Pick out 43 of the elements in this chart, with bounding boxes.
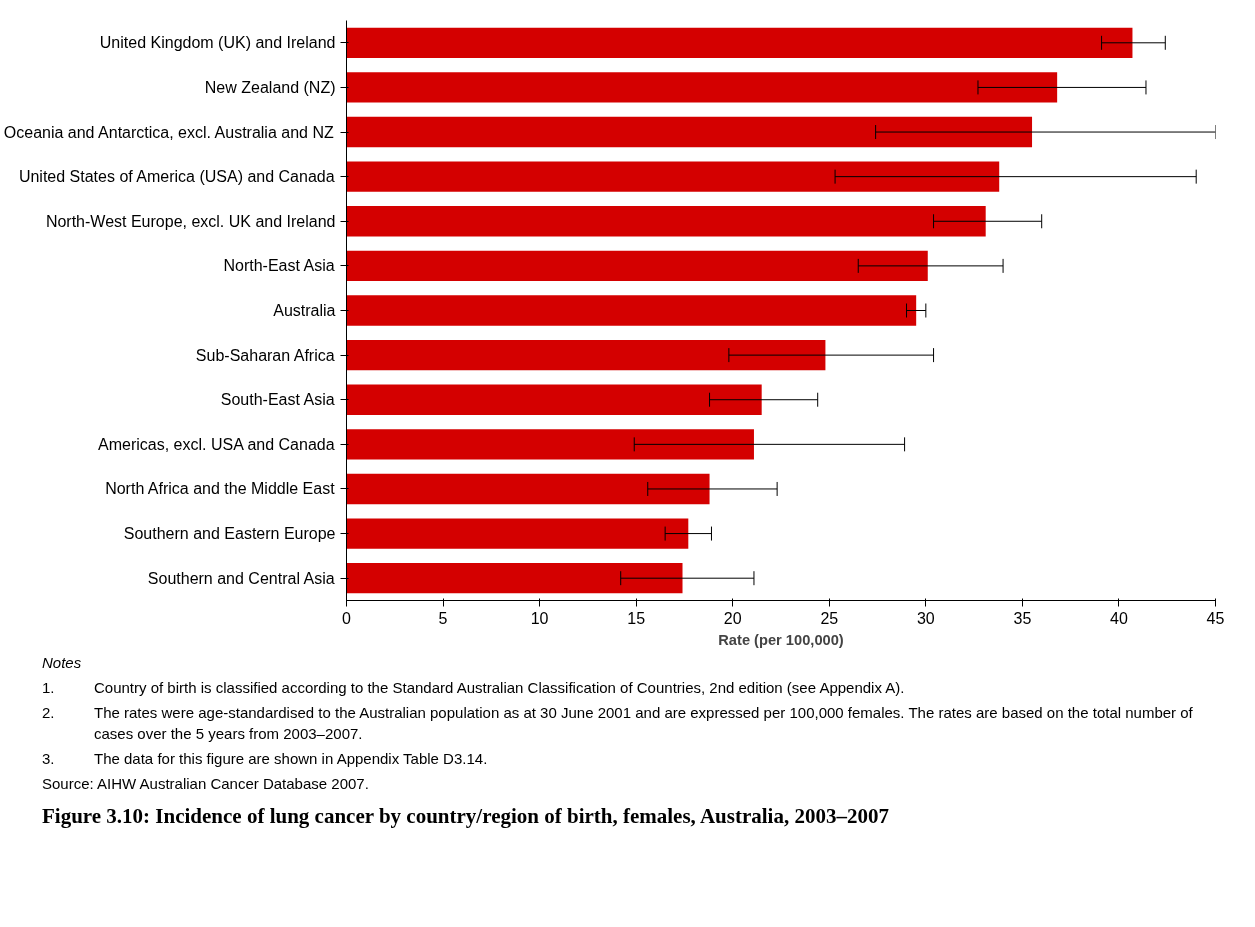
bar [346, 518, 689, 549]
y-tick-label: New Zealand (NZ) [204, 78, 336, 96]
y-tick-label: Australia [273, 302, 336, 319]
source-note: Source: AIHW Australian Cancer Database 2007. [42, 774, 369, 795]
x-axis-title: Rate (per 100,000) [718, 631, 844, 648]
y-tick-label: North-East Asia [223, 257, 335, 275]
y-tick-label: Sub-Saharan Africa [195, 346, 335, 364]
x-tick-label: 45 [1206, 609, 1225, 627]
bar [346, 295, 917, 326]
x-tick-label: 10 [530, 609, 549, 627]
bar [346, 72, 1058, 103]
x-tick-label: 20 [723, 609, 742, 627]
bar [346, 250, 928, 282]
bar [346, 563, 683, 594]
x-tick-label: 25 [820, 609, 839, 627]
text: Notes [42, 653, 82, 673]
y-tick-label: Oceania and Antarctica, excl. Australia and NZ [3, 123, 334, 141]
bar [346, 116, 1033, 148]
bar [346, 161, 1000, 192]
x-tick-label: 0 [342, 609, 352, 627]
y-tick-label: North Africa and the Middle East [105, 480, 336, 498]
x-tick-label: 5 [438, 609, 448, 627]
bar [346, 429, 754, 460]
y-tick-label: Southern and Eastern Europe [123, 525, 336, 543]
y-tick-label: Americas, excl. USA and Canada [98, 435, 335, 453]
text: 2. The rates were age-standardised to the Australian population as at 30 June 2001 and are expressed per 100,000 females. The rates are based on the total number of cases over the 5 years from 2003–2007. [42, 704, 1193, 743]
x-tick-label: 35 [1013, 609, 1032, 627]
x-tick-label: 30 [916, 609, 935, 627]
y-tick-label: South-East Asia [220, 391, 335, 409]
y-tick-label: North-West Europe, excl. UK and Ireland [45, 212, 336, 230]
x-tick-label: 15 [627, 609, 646, 627]
text: 3. The data for this figure are shown in Appendix Table D3.14. [42, 750, 488, 768]
bar [346, 384, 762, 415]
y-tick-label: United Kingdom (UK) and Ireland [99, 34, 336, 52]
bar [346, 206, 986, 237]
y-tick-label: Southern and Central Asia [147, 569, 335, 587]
bar [346, 27, 1133, 58]
text: 1. Country of birth is classified according to the Standard Australian Classification of Countries, 2nd edition (see Appendix A). [42, 679, 905, 697]
text: Figure 3.10: Incidence of lung cancer by country/region of birth, females, Australia, 2003–2007 [42, 802, 889, 830]
y-tick-label: United States of America (USA) and Canada [18, 168, 335, 186]
x-tick-label: 40 [1110, 609, 1128, 627]
bar [346, 473, 710, 505]
bar [346, 339, 826, 371]
